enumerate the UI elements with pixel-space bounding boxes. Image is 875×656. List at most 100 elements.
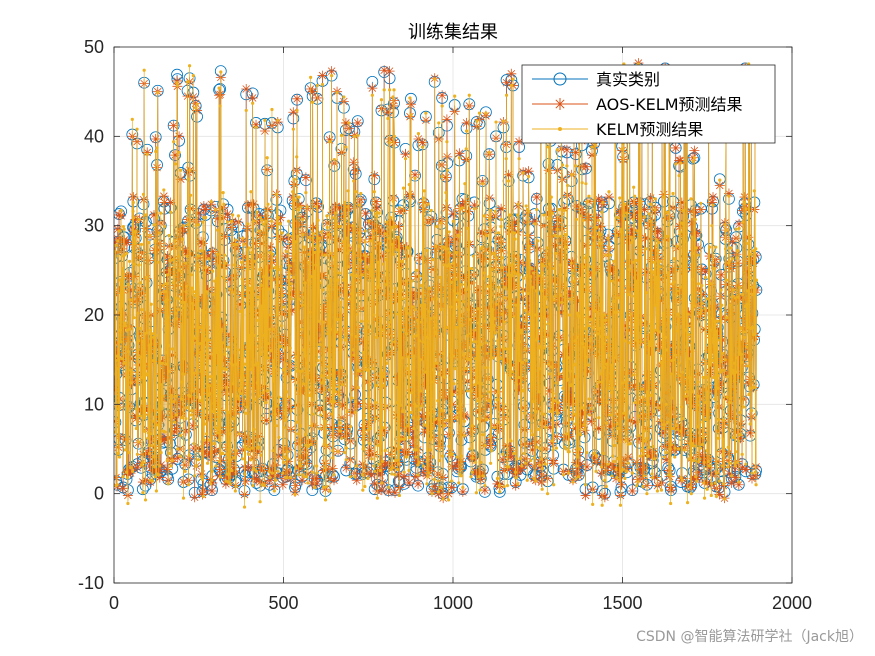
point-kelm — [276, 118, 280, 122]
point-kelm — [146, 241, 151, 245]
point-kelm — [483, 484, 487, 488]
point-kelm — [319, 337, 323, 341]
point-kelm — [424, 424, 429, 428]
point-kelm — [426, 411, 431, 415]
point-kelm — [507, 465, 511, 469]
point-kelm — [320, 82, 325, 87]
point-kelm — [415, 268, 419, 272]
point-kelm — [199, 369, 203, 373]
point-kelm — [457, 156, 462, 160]
point-kelm — [477, 475, 481, 479]
point-kelm — [238, 309, 242, 314]
point-kelm — [131, 469, 135, 473]
point-kelm — [295, 155, 299, 159]
point-kelm — [231, 382, 235, 386]
point-kelm — [189, 413, 193, 417]
point-kelm — [202, 438, 206, 442]
point-kelm — [229, 458, 233, 462]
point-kelm — [461, 485, 465, 490]
point-kelm — [297, 297, 302, 301]
point-kelm — [499, 224, 503, 229]
point-kelm — [475, 119, 479, 123]
point-aos-kelm — [174, 131, 185, 142]
point-kelm — [489, 208, 493, 213]
point-kelm — [262, 333, 266, 338]
point-kelm — [128, 327, 132, 331]
point-kelm — [139, 242, 144, 247]
point-kelm — [359, 258, 363, 263]
point-kelm — [485, 417, 489, 422]
point-kelm — [151, 358, 155, 363]
point-kelm — [363, 240, 367, 244]
point-kelm — [242, 242, 246, 247]
point-kelm — [261, 391, 265, 395]
point-kelm — [137, 339, 141, 343]
point-kelm — [253, 397, 257, 401]
point-kelm — [325, 225, 329, 230]
point-kelm — [264, 265, 269, 269]
point-kelm — [260, 283, 264, 288]
point-kelm — [236, 214, 241, 218]
point-kelm — [512, 451, 516, 456]
point-kelm — [218, 475, 223, 479]
point-kelm — [471, 456, 475, 460]
point-kelm — [419, 320, 424, 324]
point-kelm — [369, 239, 373, 243]
point-kelm — [205, 461, 210, 465]
point-kelm — [248, 286, 252, 290]
point-kelm — [157, 408, 161, 413]
point-aos-kelm — [189, 492, 200, 503]
point-kelm — [398, 266, 403, 271]
point-kelm — [370, 457, 374, 461]
point-kelm — [367, 219, 371, 223]
point-kelm — [341, 383, 345, 387]
point-aos-kelm — [114, 209, 125, 220]
point-kelm — [248, 346, 252, 350]
point-kelm — [462, 434, 466, 438]
point-kelm — [118, 406, 122, 410]
point-kelm — [342, 450, 347, 455]
point-kelm — [480, 245, 484, 249]
point-kelm — [360, 319, 364, 323]
point-kelm — [345, 251, 350, 255]
point-kelm — [434, 324, 438, 328]
point-kelm — [221, 275, 226, 280]
point-kelm — [418, 408, 422, 412]
point-kelm — [132, 316, 136, 320]
point-aos-kelm — [510, 480, 521, 491]
point-kelm — [431, 455, 435, 459]
point-kelm — [455, 298, 460, 302]
point-kelm — [390, 333, 394, 338]
point-kelm — [164, 350, 168, 355]
point-kelm — [484, 111, 488, 115]
point-kelm — [263, 366, 267, 370]
point-aos-kelm — [352, 117, 363, 128]
point-kelm — [247, 246, 251, 250]
point-kelm — [487, 150, 491, 155]
point-aos-kelm — [290, 480, 301, 491]
point-kelm — [224, 385, 229, 389]
point-kelm — [233, 408, 237, 412]
point-kelm — [447, 230, 451, 234]
point-kelm — [173, 296, 177, 300]
point-kelm — [156, 260, 160, 264]
point-kelm — [510, 266, 514, 271]
point-kelm — [249, 367, 253, 372]
point-kelm — [401, 408, 405, 413]
point-aos-kelm — [348, 157, 359, 168]
point-kelm — [452, 382, 456, 386]
point-kelm — [513, 231, 517, 235]
point-kelm — [452, 289, 456, 293]
point-kelm — [206, 291, 210, 296]
point-kelm — [385, 361, 390, 365]
point-kelm — [316, 218, 320, 222]
point-kelm — [145, 372, 150, 376]
point-kelm — [403, 436, 407, 440]
point-kelm — [478, 488, 482, 492]
point-aos-kelm — [172, 452, 183, 463]
point-kelm — [488, 212, 492, 216]
point-kelm — [291, 190, 295, 194]
point-kelm — [416, 473, 420, 477]
point-aos-kelm — [616, 479, 627, 490]
point-kelm — [377, 211, 381, 215]
